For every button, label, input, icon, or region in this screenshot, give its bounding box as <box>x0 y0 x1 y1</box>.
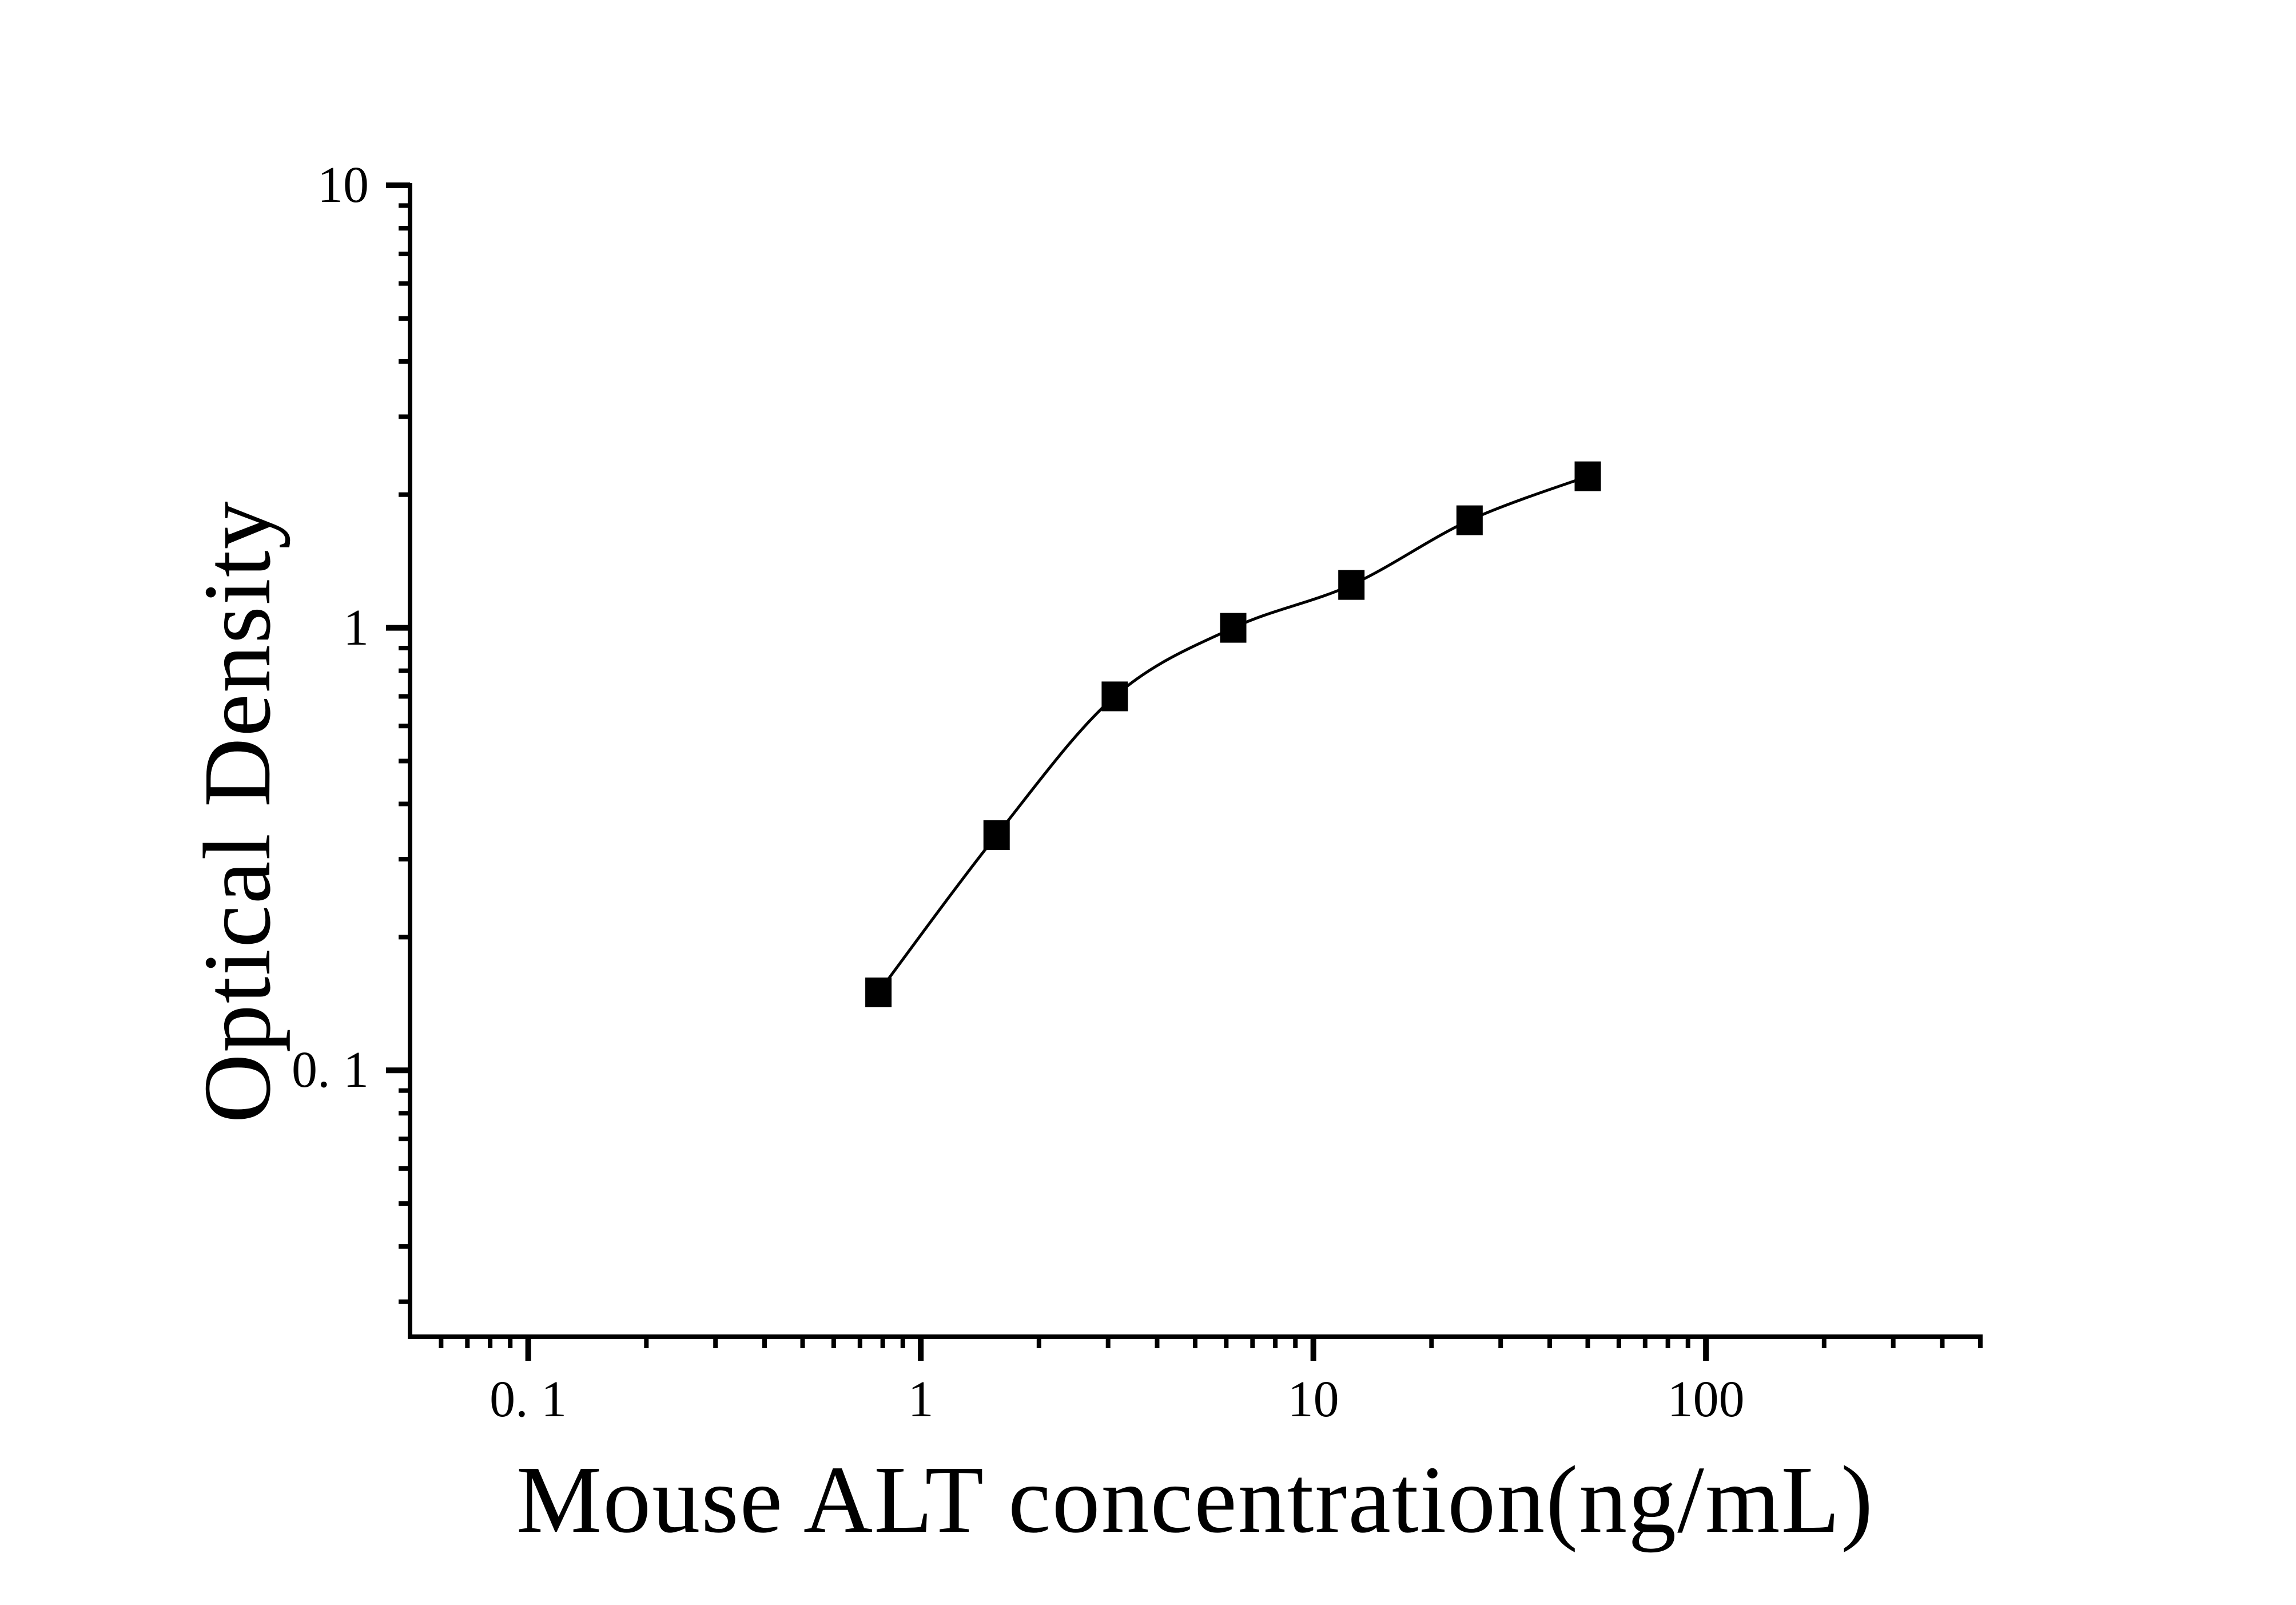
y-tick-label: 0. 1 <box>292 1042 369 1099</box>
data-point-marker <box>1220 613 1247 643</box>
y-tick-label: 10 <box>317 157 369 213</box>
x-axis-title: Mouse ALT concentration(ng/mL) <box>516 1447 1875 1553</box>
x-tick-label: 100 <box>1667 1371 1745 1428</box>
x-tick-label: 0. 1 <box>490 1371 567 1428</box>
x-tick-label: 10 <box>1287 1371 1339 1428</box>
y-tick-label: 1 <box>343 599 369 656</box>
data-point-marker <box>1574 461 1601 491</box>
data-point-marker <box>1456 505 1483 535</box>
y-axis-title: Optical Density <box>184 500 291 1123</box>
data-point-marker <box>1338 570 1365 600</box>
data-point-marker <box>983 820 1010 851</box>
fit-curve <box>877 475 1589 994</box>
x-tick-label: 1 <box>908 1371 934 1428</box>
data-point-marker <box>865 978 892 1008</box>
data-point-marker <box>1101 681 1128 712</box>
